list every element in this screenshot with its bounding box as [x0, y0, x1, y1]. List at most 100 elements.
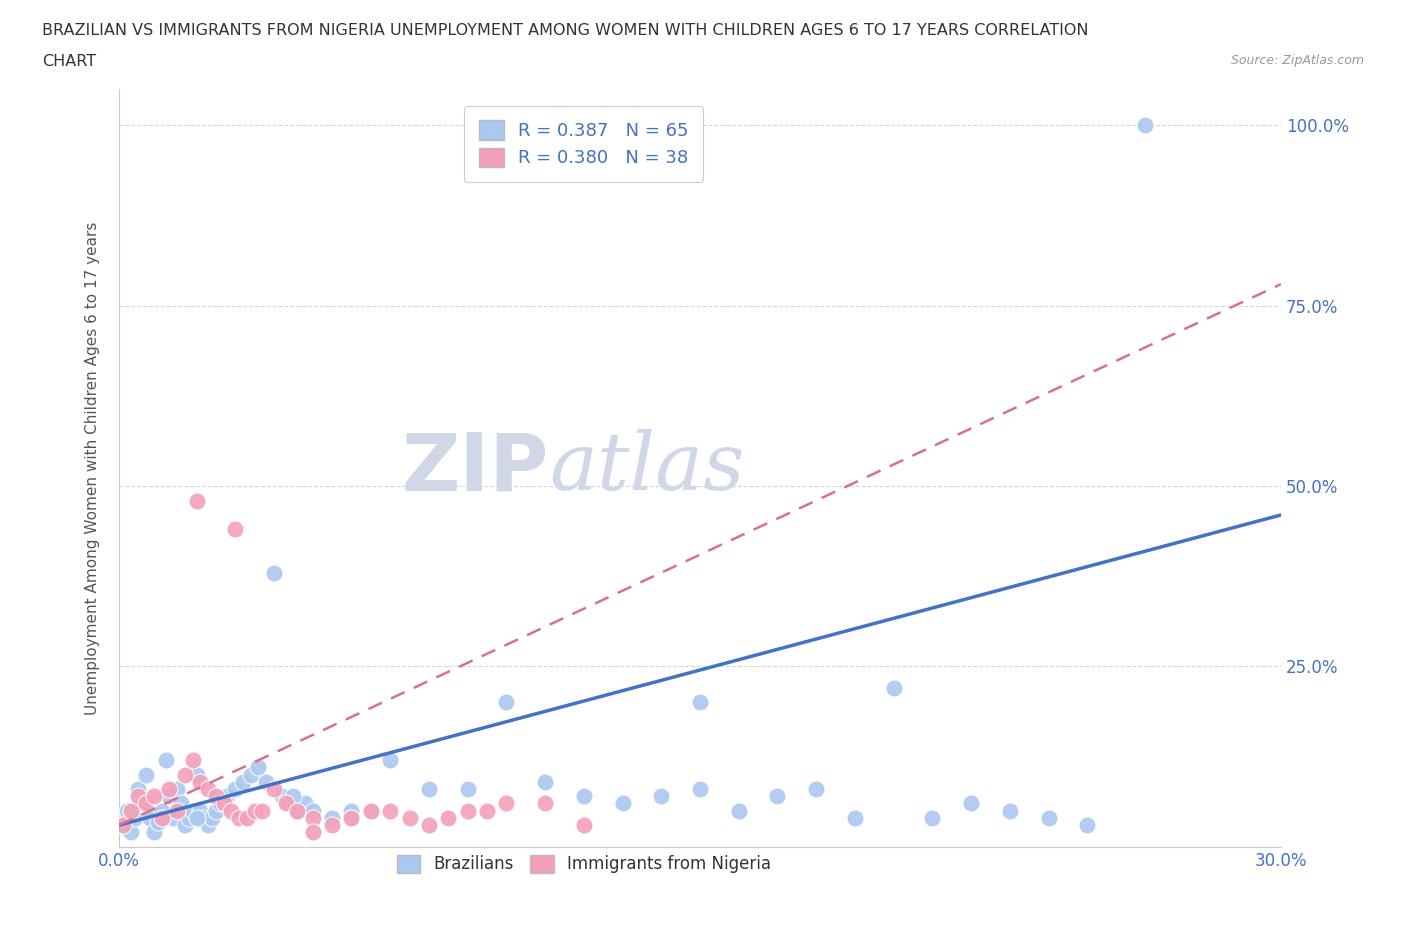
Point [197, 781, 219, 796]
Point [495, 695, 517, 710]
Point [270, 789, 292, 804]
Point [766, 789, 789, 804]
Point [534, 775, 557, 790]
Point [457, 804, 479, 818]
Point [727, 804, 749, 818]
Point [294, 796, 316, 811]
Point [124, 810, 146, 825]
Point [572, 817, 595, 832]
Point [340, 810, 363, 825]
Point [844, 810, 866, 825]
Point [495, 796, 517, 811]
Point [228, 810, 250, 825]
Point [321, 817, 343, 832]
Point [201, 810, 224, 825]
Point [457, 781, 479, 796]
Point [360, 804, 382, 818]
Point [437, 810, 460, 825]
Point [181, 752, 204, 767]
Point [998, 804, 1021, 818]
Point [166, 781, 188, 796]
Point [283, 789, 305, 804]
Point [193, 810, 215, 825]
Point [263, 565, 285, 580]
Point [278, 796, 301, 811]
Point [418, 817, 440, 832]
Point [111, 817, 134, 832]
Point [340, 804, 363, 818]
Point [274, 796, 297, 811]
Point [239, 767, 262, 782]
Point [1135, 118, 1157, 133]
Legend: Brazilians, Immigrants from Nigeria: Brazilians, Immigrants from Nigeria [389, 848, 778, 880]
Point [475, 804, 498, 818]
Point [224, 522, 246, 537]
Point [181, 804, 204, 818]
Point [960, 796, 983, 811]
Point [205, 789, 228, 804]
Point [534, 796, 557, 811]
Point [127, 789, 149, 804]
Point [205, 804, 228, 818]
Point [186, 493, 208, 508]
Point [398, 810, 420, 825]
Point [142, 789, 165, 804]
Point [883, 681, 905, 696]
Point [150, 810, 173, 825]
Point [224, 781, 246, 796]
Point [243, 804, 266, 818]
Point [157, 789, 180, 804]
Text: CHART: CHART [42, 54, 96, 69]
Point [142, 825, 165, 840]
Point [174, 767, 197, 782]
Point [127, 781, 149, 796]
Point [120, 804, 142, 818]
Point [378, 752, 401, 767]
Point [177, 810, 200, 825]
Point [321, 810, 343, 825]
Point [190, 775, 212, 790]
Point [197, 817, 219, 832]
Point [139, 810, 162, 825]
Point [301, 825, 323, 840]
Point [186, 767, 208, 782]
Point [378, 804, 401, 818]
Text: BRAZILIAN VS IMMIGRANTS FROM NIGERIA UNEMPLOYMENT AMONG WOMEN WITH CHILDREN AGES: BRAZILIAN VS IMMIGRANTS FROM NIGERIA UNE… [42, 23, 1088, 38]
Point [174, 817, 197, 832]
Point [135, 796, 157, 811]
Point [157, 781, 180, 796]
Point [190, 804, 212, 818]
Y-axis label: Unemployment Among Women with Children Ages 6 to 17 years: Unemployment Among Women with Children A… [86, 221, 100, 715]
Point [186, 810, 208, 825]
Point [418, 781, 440, 796]
Point [806, 781, 828, 796]
Point [146, 814, 169, 829]
Point [252, 804, 274, 818]
Point [162, 810, 184, 825]
Point [150, 804, 173, 818]
Point [254, 775, 277, 790]
Point [217, 789, 239, 804]
Point [650, 789, 672, 804]
Point [285, 804, 308, 818]
Point [689, 695, 711, 710]
Point [212, 796, 235, 811]
Point [208, 796, 231, 811]
Point [263, 781, 285, 796]
Point [572, 789, 595, 804]
Point [360, 804, 382, 818]
Point [111, 817, 134, 832]
Point [921, 810, 943, 825]
Point [612, 796, 634, 811]
Point [301, 804, 323, 818]
Point [221, 804, 243, 818]
Point [170, 796, 193, 811]
Point [135, 767, 157, 782]
Point [155, 752, 177, 767]
Point [247, 760, 270, 775]
Point [689, 781, 711, 796]
Point [115, 804, 138, 818]
Point [232, 775, 254, 790]
Point [131, 796, 153, 811]
Point [1076, 817, 1098, 832]
